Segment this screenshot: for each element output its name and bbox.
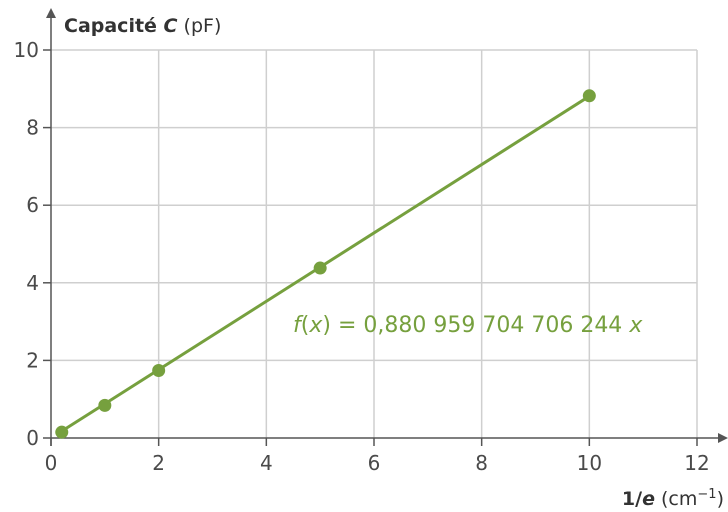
x-axis-title: 1/e (cm−1) (622, 487, 724, 510)
x-axis-title-unit-close: ) (717, 488, 724, 510)
x-axis-title-prefix: 1/ (622, 488, 642, 510)
y-axis-title-variable: C (164, 15, 178, 37)
fit-equation: f(x) = 0,880 959 704 706 244 x (293, 313, 643, 338)
fit-equation-close: ) (322, 313, 331, 338)
fit-line (60, 94, 591, 433)
data-point (98, 398, 112, 412)
x-tick-label: 2 (152, 451, 165, 475)
fit-equation-x-end: x (628, 313, 643, 338)
fit-equation-f: f (293, 313, 304, 338)
y-tick-label: 10 (14, 38, 39, 62)
fit-equation-rest: = 0,880 959 704 706 244 (331, 313, 629, 338)
data-points (55, 89, 596, 439)
y-axis-arrow-icon (46, 8, 56, 18)
x-tick-label: 12 (684, 451, 709, 475)
data-point (313, 261, 327, 275)
y-tick-label: 4 (26, 271, 39, 295)
x-tick-labels: 0 2 4 6 8 10 12 (45, 451, 710, 475)
x-axis-title-unit-exponent: −1 (697, 487, 716, 502)
x-tick-label: 4 (260, 451, 273, 475)
x-tick-label: 8 (475, 451, 488, 475)
x-tick-label: 0 (45, 451, 58, 475)
y-axis-title-prefix: Capacité (64, 15, 164, 37)
y-tick-label: 2 (26, 348, 39, 372)
y-tick-label: 8 (26, 116, 39, 140)
fit-equation-x: x (308, 313, 323, 338)
data-point (55, 425, 69, 439)
data-point (152, 363, 166, 377)
axes (43, 8, 728, 446)
x-axis-arrow-icon (718, 433, 728, 443)
data-point (582, 89, 596, 103)
y-axis-title: Capacité C (pF) (64, 15, 221, 37)
x-axis-title-unit: (cm (655, 488, 697, 510)
fit-equation-open: ( (301, 313, 310, 338)
y-axis-title-unit: (pF) (178, 15, 222, 37)
x-axis-title-variable: e (642, 488, 655, 510)
x-tick-label: 10 (577, 451, 602, 475)
x-tick-label: 6 (368, 451, 381, 475)
y-tick-labels: 0 2 4 6 8 10 (14, 38, 39, 450)
y-tick-label: 0 (26, 426, 39, 450)
grid (51, 49, 698, 438)
y-tick-label: 6 (26, 193, 39, 217)
